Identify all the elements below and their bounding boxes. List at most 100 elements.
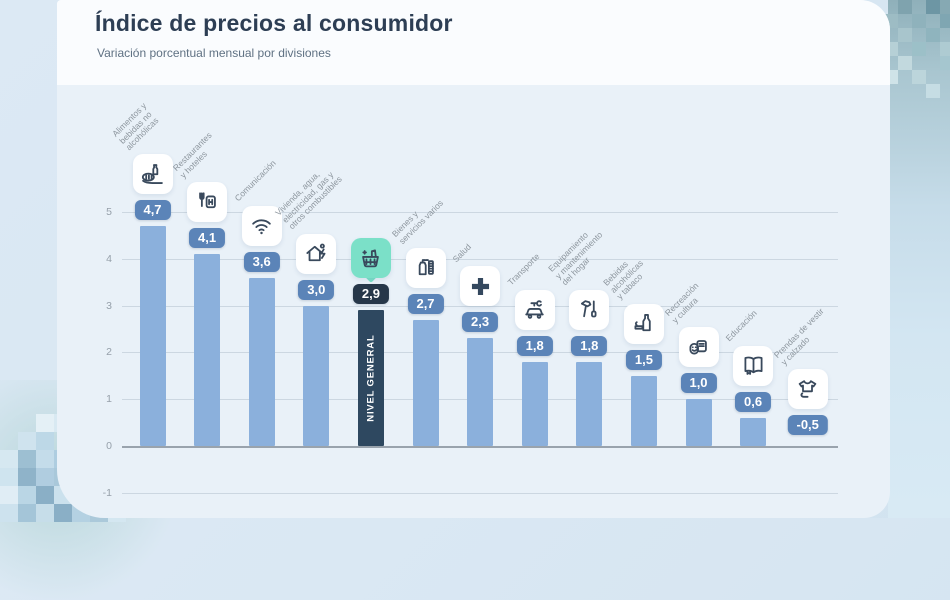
bar [194,254,221,446]
mosaic-square [18,450,36,468]
value-badge: 0,6 [735,391,772,412]
mosaic-square [926,28,940,42]
icon-card [514,289,555,330]
mosaic-square [0,468,18,486]
toiletries-icon [418,259,434,276]
mosaic-square [36,468,54,486]
chart-card: Índice de precios al consumidor Variació… [57,0,890,518]
value-badge: 1,8 [571,335,608,356]
mosaic-square [898,56,912,70]
mosaic-square [940,42,950,56]
category-label: Recreación y cultura [662,280,700,325]
category-label: Alimentos y bebidas no alcohólicas [109,100,160,152]
mosaic-square [0,504,18,522]
bar [740,417,767,446]
mosaic-square [36,504,54,522]
icon-card [241,205,282,246]
mosaic-square [912,70,926,84]
bar-inner-label: NIVEL GENERAL [365,334,377,422]
icon-card [187,182,228,223]
mosaic-square [926,84,940,98]
bar [412,319,439,446]
value-badge: 1,8 [516,335,553,356]
category-label: Vivienda, agua, electricidad, gas y otro… [273,169,345,232]
housing-utilities-icon [306,243,326,262]
bar [576,361,603,446]
bar [521,361,548,446]
y-tick-label: 2 [106,346,112,359]
bar [248,277,275,446]
mosaic-square [912,42,926,56]
bottle-tobacco-icon [634,314,652,332]
bar [357,310,384,446]
health-cross-icon [471,277,489,295]
value-badge: 1,5 [625,349,662,370]
value-badge: 2,7 [407,293,444,314]
icon-card [678,327,719,368]
icon-card [460,266,501,307]
category-label: Prendas de vestir y calzado [771,306,826,367]
clothing-icon [798,379,817,398]
mosaic-square [940,0,950,14]
value-badge: 2,3 [462,312,499,333]
icon-card [350,238,391,279]
category-label: Comunicación [232,158,278,204]
icon-card [132,154,173,195]
bar-chart: 5 4 3 2 1 0 -1 4,7 Alimentos y bebidas no alcohó… [57,85,890,518]
mosaic-square [898,28,912,42]
icon-card [296,233,337,274]
mosaic-square [0,486,18,504]
page-title: Índice de precios al consumidor [95,10,453,36]
category-label: Educación [723,308,759,344]
icon-card [405,247,446,288]
mosaic-square [926,0,940,14]
y-tick-label: 3 [106,299,112,312]
mosaic-square [36,450,54,468]
value-badge: 3,0 [298,279,335,300]
icon-card [623,303,664,344]
mosaic-square [36,432,54,450]
category-label: Transporte [505,251,542,288]
value-badge: 4,1 [189,228,226,249]
page-subtitle: Variación porcentual mensual por divisio… [97,46,331,60]
gridline [122,492,838,494]
value-badge: 2,9 [352,284,389,305]
bar [630,375,657,446]
mosaic-square [0,450,18,468]
restaurant-hotel-icon [198,191,216,208]
mosaic-square [36,414,54,432]
y-tick-label: 5 [106,206,112,218]
category-label: Salud [450,241,474,265]
food-icon [141,163,163,184]
transport-car-icon [525,300,544,319]
mosaic-square [18,468,36,486]
icon-card [569,289,610,330]
bar [467,338,494,446]
y-tick-label: 0 [106,440,112,452]
y-tick-label: 1 [106,393,112,406]
category-label: Restaurantes y hoteles [170,130,214,180]
basket-icon [362,249,380,268]
y-tick-label: 4 [106,252,112,265]
mosaic-square [940,56,950,70]
mosaic-square [940,14,950,28]
bar [303,305,330,446]
mosaic-square [36,486,54,504]
y-tick-label: -1 [102,486,112,499]
mosaic-square [898,0,912,14]
wifi-icon [252,219,271,235]
mosaic-square [912,14,926,28]
gridline [122,212,838,213]
tools-icon [580,300,597,318]
category-label: Bienes y servicios varios [389,197,445,246]
value-badge: 1,0 [680,373,717,394]
card-header: Índice de precios al consumidor Variació… [57,0,890,85]
gridline [122,258,838,260]
icon-card [733,345,774,386]
bar [139,226,166,446]
value-badge: 4,7 [134,200,171,221]
culture-masks-icon [689,339,707,355]
book-icon [744,357,763,376]
icon-card [787,369,828,409]
mosaic-square [18,504,36,522]
